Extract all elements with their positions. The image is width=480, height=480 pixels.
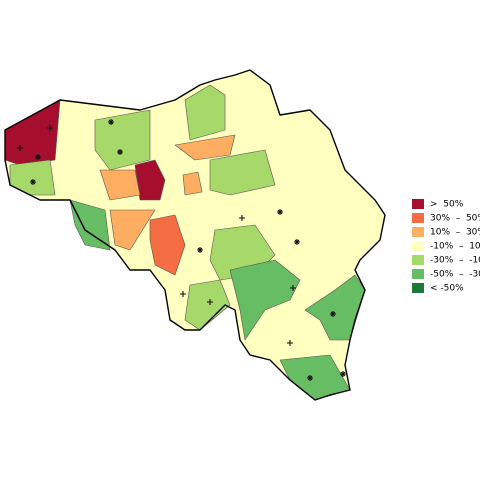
region xyxy=(99,169,141,201)
region xyxy=(4,99,61,166)
region xyxy=(9,159,56,196)
region xyxy=(94,109,151,171)
country-border xyxy=(4,69,386,401)
legend-label: > 50% xyxy=(430,200,464,210)
regions xyxy=(4,69,386,401)
region xyxy=(69,199,111,251)
legend-swatch xyxy=(412,269,424,279)
plus-marker xyxy=(17,125,296,346)
legend-swatch xyxy=(412,241,424,251)
legend-swatch xyxy=(412,213,424,223)
region xyxy=(184,84,226,141)
markers xyxy=(17,119,346,381)
legend: > 50% 30% – 50% 10% – 30% -10% – 10% -30% – … xyxy=(412,199,480,294)
legend-label: < -50% xyxy=(430,284,464,294)
legend-swatch xyxy=(412,227,424,237)
region xyxy=(109,209,156,251)
region xyxy=(209,149,276,196)
legend-swatch xyxy=(412,255,424,265)
legend-label: -30% – -10% xyxy=(430,256,480,266)
legend-label: -10% – 10% xyxy=(430,242,480,252)
asterisk-marker xyxy=(30,119,346,381)
legend-label: 10% – 30% xyxy=(430,228,480,238)
region xyxy=(182,171,203,196)
legend-swatch xyxy=(412,199,424,209)
region xyxy=(149,214,186,276)
region xyxy=(184,279,231,331)
legend-label: -50% – -30% xyxy=(430,270,480,280)
legend-swatch xyxy=(412,283,424,293)
region xyxy=(174,134,236,161)
legend-label: 30% – 50% xyxy=(430,214,480,224)
region xyxy=(229,259,301,341)
region xyxy=(304,274,366,341)
